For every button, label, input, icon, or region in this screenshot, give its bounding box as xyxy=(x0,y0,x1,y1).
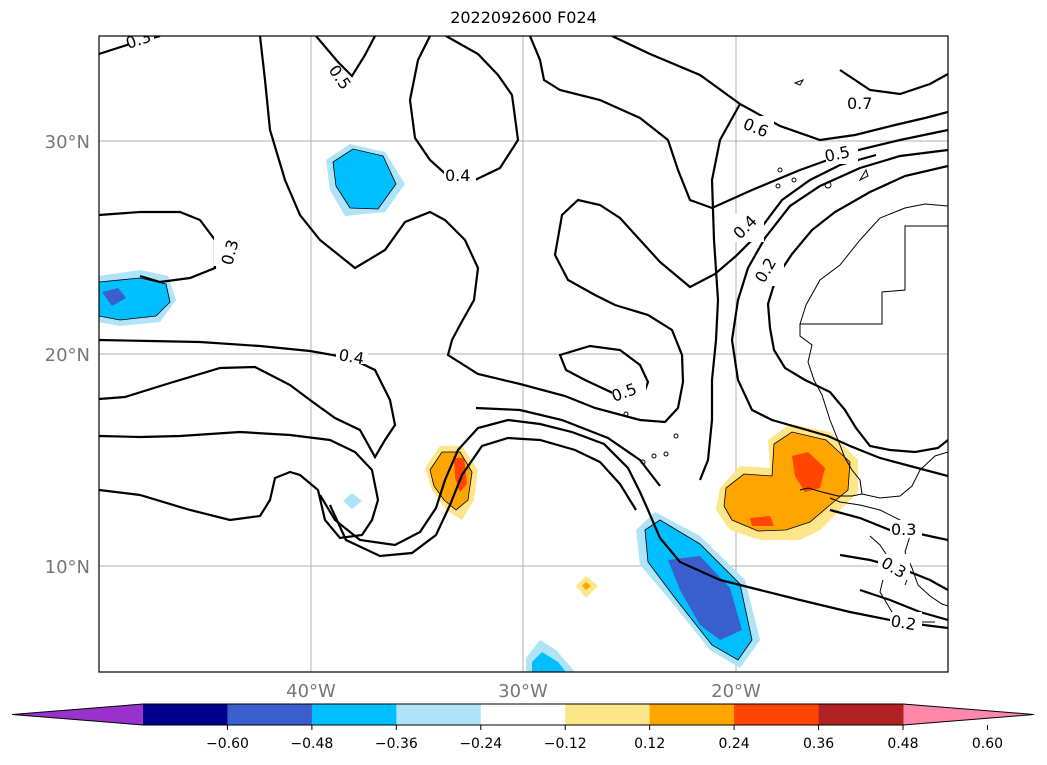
colorbar-segment xyxy=(734,704,820,725)
colorbar: −0.60 −0.48 −0.36 −0.24 −0.12 0.12 0.24 0.36 0.4… xyxy=(11,703,1035,752)
colorbar-tick-label: 0.12 xyxy=(634,736,665,752)
colorbar-segment xyxy=(480,704,566,725)
colorbar-tick-label: 0.60 xyxy=(972,736,1003,752)
map-border xyxy=(98,35,949,673)
colorbar-tick-label: 0.24 xyxy=(719,736,750,752)
contour-label: 0.7 xyxy=(847,94,872,113)
contour-label: 0.4 xyxy=(445,166,470,185)
colorbar-segment xyxy=(311,704,397,725)
colorbar-tick-label: −0.48 xyxy=(290,736,333,752)
colorbar-tick-label: 0.48 xyxy=(887,736,918,752)
lat-tick-20n: 20°N xyxy=(45,345,90,366)
gridlines xyxy=(99,36,948,672)
lat-tick-30n: 30°N xyxy=(45,132,90,153)
colorbar-extend-high xyxy=(903,704,1034,725)
lon-tick-labels: 40°W 30°W 20°W xyxy=(286,681,761,702)
negative-anomaly-shading xyxy=(99,144,760,672)
colorbar-tick-label: −0.24 xyxy=(459,736,502,752)
shading-outlines xyxy=(99,148,851,661)
colorbar-tick-label: −0.36 xyxy=(375,736,418,752)
colorbar-segment xyxy=(143,704,228,725)
contour-label: 0.3 xyxy=(891,520,916,539)
colorbar-tick-label: −0.60 xyxy=(206,736,249,752)
colorbar-tick-label: 0.36 xyxy=(803,736,834,752)
map-title: 2022092600 F024 xyxy=(450,8,597,27)
colorbar-extend-low xyxy=(12,704,143,725)
lon-tick-30w: 30°W xyxy=(498,681,548,702)
colorbar-segment xyxy=(649,704,735,725)
lat-tick-labels: 30°N 20°N 10°N xyxy=(45,132,90,578)
colorbar-tick-label: −0.12 xyxy=(544,736,587,752)
contour-label: 0.4 xyxy=(337,345,365,368)
colorbar-outline xyxy=(11,703,1035,726)
lat-tick-10n: 10°N xyxy=(45,557,90,578)
contour-label: 0.2 xyxy=(889,611,917,634)
lon-tick-20w: 20°W xyxy=(711,681,761,702)
contour-label: 0.5 xyxy=(823,142,852,166)
colorbar-segment xyxy=(818,704,904,725)
lon-tick-40w: 40°W xyxy=(286,681,336,702)
colorbar-segment xyxy=(227,704,313,725)
colorbar-segment xyxy=(565,704,651,725)
colorbar-segment xyxy=(396,704,482,725)
